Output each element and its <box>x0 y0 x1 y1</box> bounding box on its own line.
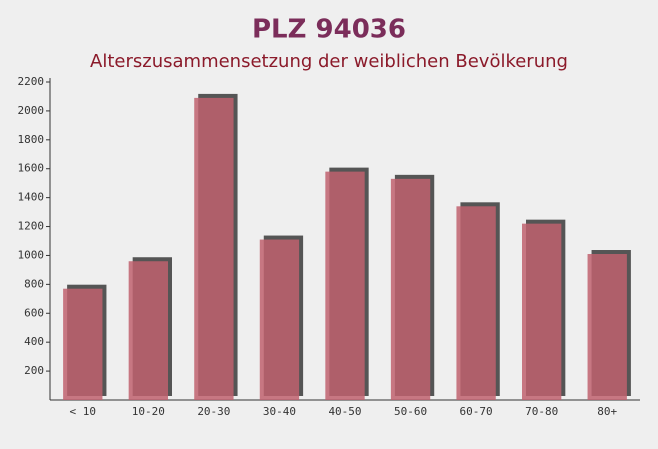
bar <box>63 288 103 400</box>
bar <box>194 97 234 401</box>
x-tick-label: 50-60 <box>394 405 427 418</box>
y-tick-label: 200 <box>24 364 44 377</box>
x-tick-label: < 10 <box>70 405 97 418</box>
chart-title: PLZ 94036 <box>252 15 406 45</box>
y-tick-label: 800 <box>24 277 44 290</box>
y-tick-label: 1000 <box>18 248 45 261</box>
x-tick-label: 40-50 <box>328 405 361 418</box>
y-tick-label: 1400 <box>18 191 45 204</box>
chart-subtitle: Alterszusammensetzung der weiblichen Bev… <box>90 51 568 72</box>
y-tick-label: 1200 <box>18 220 45 233</box>
bar <box>390 178 431 400</box>
x-tick-label: 10-20 <box>132 405 165 418</box>
bar <box>522 223 562 400</box>
bar <box>128 261 168 400</box>
x-tick-label: 80+ <box>597 405 617 418</box>
bar <box>587 254 627 400</box>
y-tick-label: 1800 <box>18 133 45 146</box>
bar <box>456 206 496 400</box>
y-tick-label: 400 <box>24 335 44 348</box>
x-tick-label: 70-80 <box>525 405 558 418</box>
x-tick-label: 60-70 <box>460 405 493 418</box>
bar <box>259 239 300 400</box>
x-tick-label: 20-30 <box>197 405 230 418</box>
y-tick-label: 2200 <box>18 75 45 88</box>
x-tick-label: 30-40 <box>263 405 296 418</box>
y-tick-label: 1600 <box>18 162 45 175</box>
bar <box>325 171 365 400</box>
y-tick-label: 2000 <box>18 104 45 117</box>
y-tick-label: 600 <box>24 306 44 319</box>
